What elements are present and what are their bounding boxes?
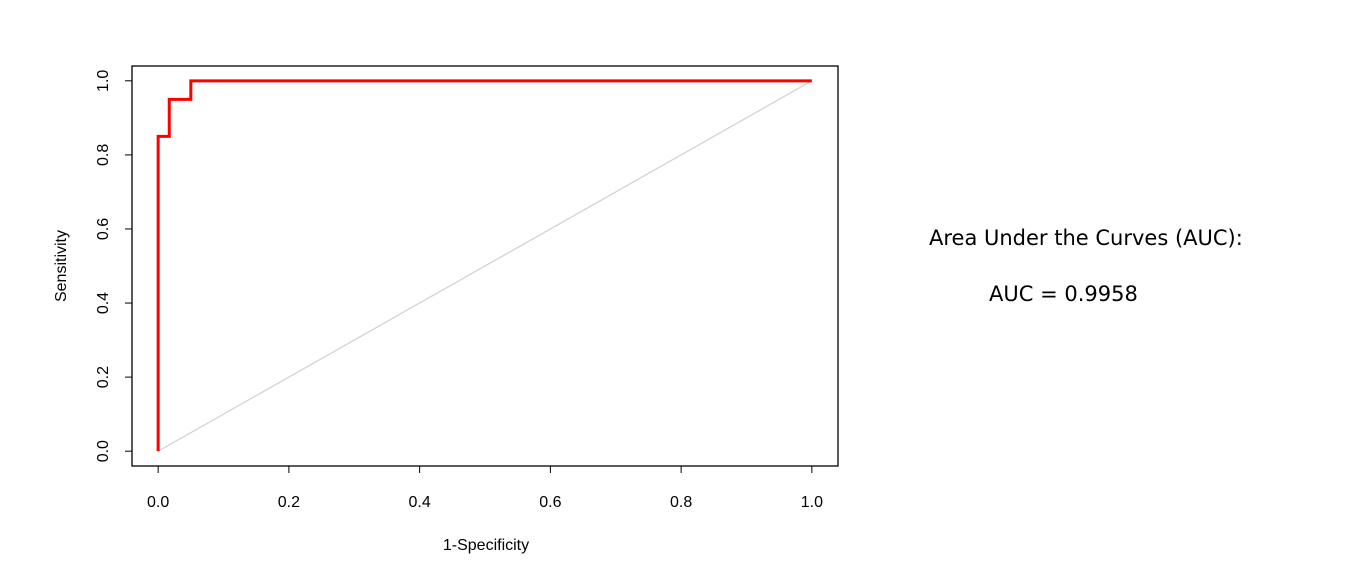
y-tick-label: 0.6	[95, 218, 112, 240]
roc-line	[156, 79, 812, 452]
x-tick-label: 0.8	[670, 494, 692, 511]
y-tick-label: 0.2	[95, 366, 112, 388]
x-axis-label: 1-Specificity	[443, 537, 529, 554]
x-tick-label: 0.4	[409, 494, 431, 511]
annotation: Area Under the Curves (AUC):	[929, 226, 1243, 250]
x-tick-label: 1.0	[801, 494, 823, 511]
roc-line	[157, 80, 813, 452]
y-tick-label: 0.4	[95, 292, 112, 314]
y-tick-label: 1.0	[95, 70, 112, 92]
y-tick-label: 0.8	[95, 144, 112, 166]
x-tick-label: 0.6	[539, 494, 561, 511]
y-tick-label: 0.0	[95, 440, 112, 462]
annotation: AUC = 0.9958	[989, 282, 1138, 306]
y-axis-label: Sensitivity	[53, 230, 70, 302]
x-tick-label: 0.0	[147, 494, 169, 511]
x-tick-label: 0.2	[278, 494, 300, 511]
